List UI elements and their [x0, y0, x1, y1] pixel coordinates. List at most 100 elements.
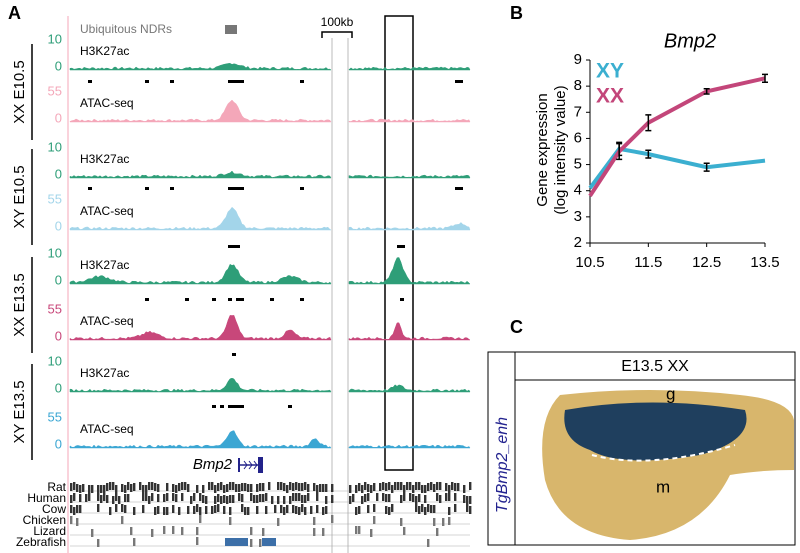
- track-max: 55: [48, 191, 62, 206]
- conservation-bar: [427, 504, 430, 512]
- conservation-bar: [364, 494, 367, 502]
- panel-letter: B: [510, 3, 523, 23]
- conservation-bar: [127, 494, 130, 502]
- conservation-bar: [172, 484, 175, 492]
- ndr-mark: [236, 187, 240, 190]
- conservation-bar: [181, 493, 184, 501]
- signal-track: [69, 430, 332, 449]
- conservation-bar: [388, 507, 391, 515]
- conservation-bar: [178, 507, 181, 515]
- conservation-bar: [196, 537, 199, 545]
- conservation-bar: [400, 495, 403, 503]
- ndr-mark: [228, 80, 232, 83]
- gene-label: Bmp2: [193, 456, 233, 473]
- conservation-bar: [115, 493, 118, 501]
- track-name: ATAC-seq: [80, 96, 134, 110]
- y-axis-label: (log intensity value): [552, 85, 569, 214]
- conservation-bar: [250, 539, 253, 547]
- conservation-bar: [268, 482, 271, 490]
- conservation-bar: [157, 494, 160, 502]
- signal-track: [348, 174, 471, 179]
- conservation-bar: [277, 482, 280, 490]
- track-max: 55: [48, 83, 62, 98]
- conservation-bar: [217, 494, 220, 502]
- conservation-bar: [220, 496, 223, 504]
- conservation-bar: [256, 484, 259, 492]
- conservation-bar: [229, 517, 232, 525]
- y-tick-label: 9: [574, 51, 582, 68]
- conservation-bar: [172, 526, 175, 534]
- conservation-bar: [358, 526, 361, 534]
- conservation-bar: [262, 494, 265, 502]
- conservation-bar: [295, 506, 298, 514]
- track-name: H3K27ac: [80, 152, 129, 166]
- conservation-bar: [73, 482, 76, 490]
- scale-bracket: [321, 31, 353, 38]
- ndr-mark: [236, 245, 240, 248]
- legend-label: XY: [596, 60, 624, 83]
- conservation-bar: [325, 506, 328, 514]
- conservation-bar: [154, 483, 157, 491]
- conservation-bar: [127, 482, 130, 490]
- conservation-bar: [262, 538, 276, 546]
- conservation-bar: [184, 482, 187, 490]
- ndr-mark: [288, 405, 292, 408]
- conservation-bar: [256, 506, 259, 514]
- track-name: H3K27ac: [80, 366, 129, 380]
- ndr-mark: [228, 405, 232, 408]
- conservation-bar: [193, 493, 196, 501]
- signal-track: [69, 63, 332, 71]
- conservation-bar: [211, 482, 214, 490]
- conservation-bar: [469, 496, 472, 504]
- conservation-bar: [247, 484, 250, 492]
- conservation-bar: [373, 504, 376, 512]
- conservation-bar: [412, 494, 415, 502]
- ndr-mark: [240, 405, 244, 408]
- ndr-mark: [401, 245, 405, 248]
- conservation-bar: [76, 484, 79, 492]
- conservation-bar: [121, 504, 124, 512]
- track-max: 10: [48, 31, 62, 46]
- ndr-mark: [455, 187, 459, 190]
- ndr-mark: [232, 187, 236, 190]
- y-tick-label: 4: [574, 182, 582, 199]
- conservation-bar: [286, 485, 289, 493]
- ndr-mark: [220, 405, 224, 408]
- region-label: g: [666, 384, 675, 403]
- ndr-mark: [232, 80, 236, 83]
- conservation-bar: [234, 538, 248, 546]
- signal-track: [69, 206, 332, 231]
- signal-track: [69, 263, 332, 285]
- conservation-bar: [418, 506, 421, 514]
- conservation-bar: [385, 506, 388, 514]
- conservation-bar: [292, 505, 295, 513]
- conservation-bar: [225, 538, 239, 546]
- conservation-bar: [76, 505, 79, 513]
- x-tick-label: 13.5: [750, 254, 779, 271]
- conservation-bar: [190, 496, 193, 504]
- track-min: 0: [55, 218, 62, 233]
- conservation-bar: [385, 494, 388, 502]
- conservation-bar: [304, 482, 307, 490]
- conservation-bar: [295, 482, 298, 490]
- conservation-bar: [379, 483, 382, 491]
- ndr-mark: [145, 80, 149, 83]
- conservation-bar: [76, 518, 79, 526]
- conservation-bar: [181, 482, 184, 490]
- conservation-bar: [205, 496, 208, 504]
- conservation-bar: [223, 485, 226, 493]
- ndr-mark: [145, 187, 149, 190]
- conservation-bar: [349, 496, 352, 504]
- track-name: H3K27ac: [80, 258, 129, 272]
- species-label: Lizard: [33, 524, 66, 538]
- conservation-bar: [280, 505, 283, 513]
- ndr-mark: [185, 298, 189, 301]
- conservation-bar: [355, 485, 358, 493]
- conservation-bar: [199, 493, 202, 501]
- conservation-bar: [355, 507, 358, 515]
- conservation-bar: [142, 485, 145, 493]
- signal-track: [348, 66, 471, 71]
- conservation-bar: [424, 485, 427, 493]
- error-bar: [616, 142, 623, 161]
- conservation-bar: [433, 484, 436, 492]
